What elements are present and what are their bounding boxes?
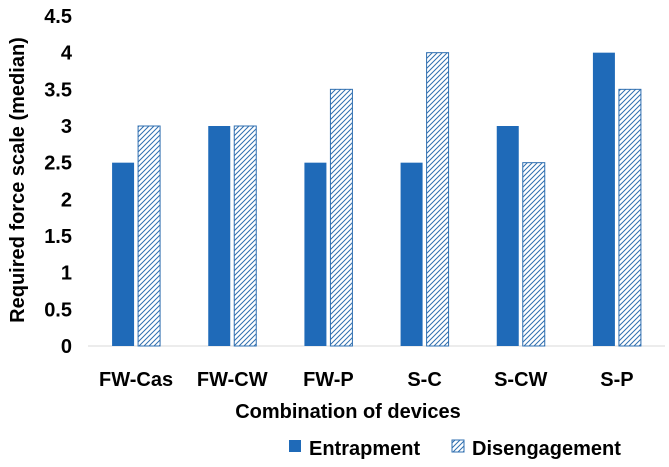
x-axis-tick-labels: FW-Cas FW-CW FW-P S-C S-CW S-P	[99, 369, 634, 391]
legend-label-entrapment: Entrapment	[309, 438, 420, 460]
bar-disengagement-fw-cw	[233, 125, 257, 347]
x-tick-label: S-C	[407, 369, 441, 391]
bar-disengagement-fw-cas	[137, 125, 161, 347]
y-tick-label: 2.5	[44, 153, 72, 175]
legend: Entrapment Disengagement	[289, 438, 621, 460]
y-tick-label: 0.5	[44, 299, 72, 321]
bars-group	[112, 52, 642, 347]
y-tick-label: 3.5	[44, 79, 72, 101]
bar-disengagement-s-cw	[522, 162, 546, 347]
x-tick-label: FW-P	[303, 369, 354, 391]
y-axis-title: Required force scale (median)	[7, 37, 29, 323]
bar-disengagement-s-p	[618, 88, 642, 347]
y-tick-label: 4.5	[44, 6, 72, 28]
bar-entrapment-fw-p	[304, 162, 327, 346]
legend-label-disengagement: Disengagement	[472, 438, 621, 460]
legend-swatch-disengagement	[451, 439, 465, 453]
x-tick-label: S-CW	[494, 369, 547, 391]
bar-entrapment-fw-cw	[208, 126, 231, 346]
y-tick-label: 4	[61, 43, 73, 65]
bar-entrapment-s-p	[592, 52, 615, 347]
legend-swatch-entrapment	[289, 440, 301, 452]
x-tick-label: FW-Cas	[99, 369, 173, 391]
x-tick-label: S-P	[600, 369, 633, 391]
bar-entrapment-fw-cas	[112, 162, 135, 346]
y-tick-label: 3	[61, 116, 72, 138]
y-tick-label: 1	[61, 263, 72, 285]
x-axis-title: Combination of devices	[235, 401, 461, 423]
y-tick-label: 2	[61, 189, 72, 211]
bar-disengagement-s-c	[426, 52, 450, 347]
y-axis-tick-labels: 0 0.5 1 1.5 2 2.5 3 3.5 4 4.5	[44, 6, 73, 358]
bar-entrapment-s-c	[400, 162, 423, 346]
bar-disengagement-fw-p	[329, 88, 353, 347]
bar-entrapment-s-cw	[496, 126, 519, 346]
y-tick-label: 1.5	[44, 226, 72, 248]
x-tick-label: FW-CW	[197, 369, 268, 391]
y-tick-label: 0	[61, 336, 72, 358]
